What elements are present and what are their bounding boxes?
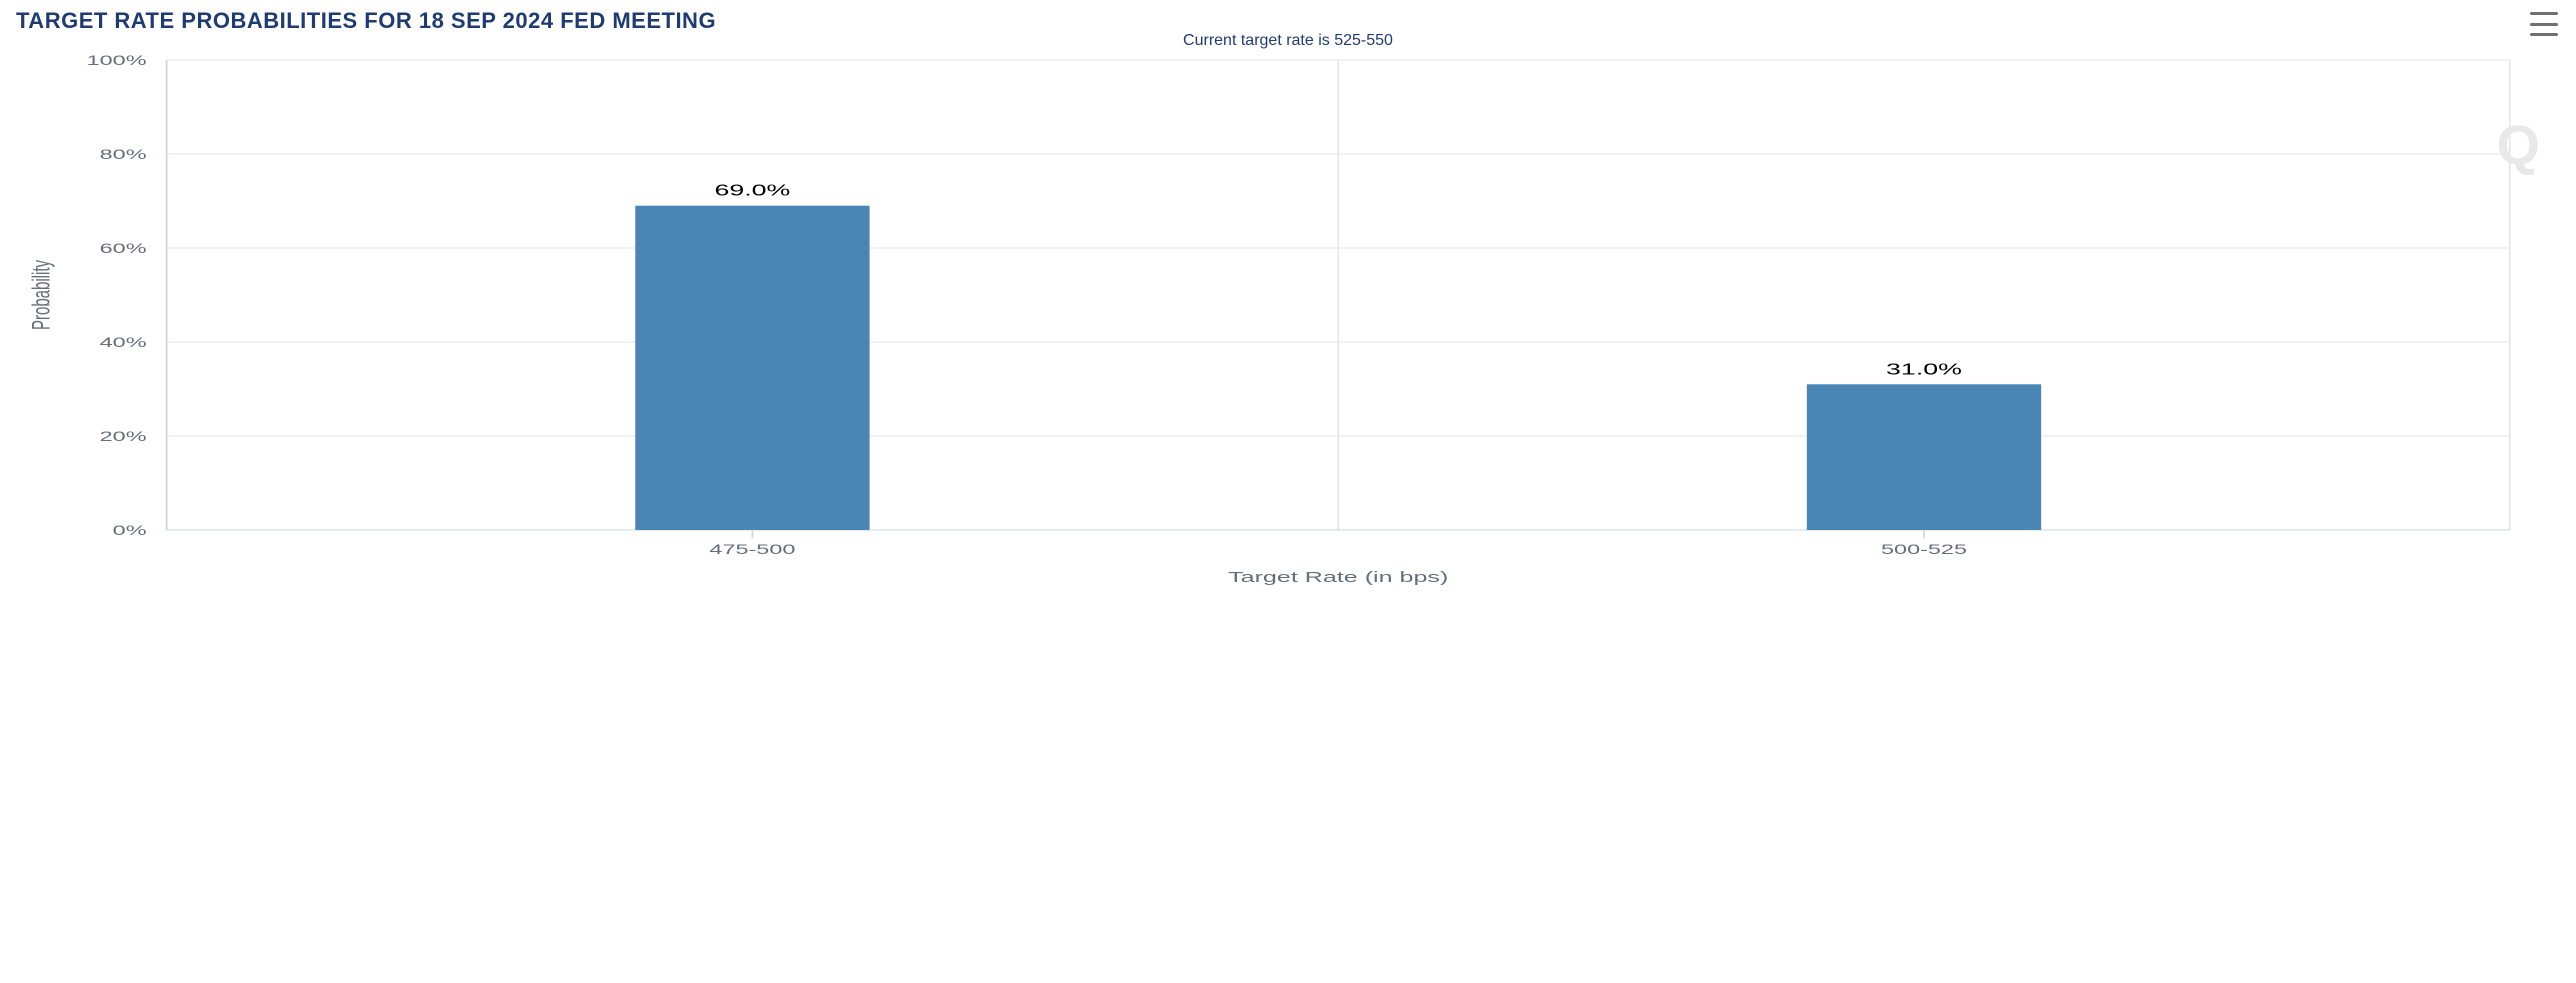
y-tick-label: 0% [113,523,147,538]
x-axis-title: Target Rate (in bps) [1228,569,1448,586]
y-tick-label: 20% [100,429,147,444]
hamburger-menu-icon[interactable] [2530,12,2558,36]
y-axis-title: Probability [28,260,56,330]
menu-bar [2530,12,2558,15]
chart-plot-area: 0% 20% 40% 60% 80% 100% 69.0% 475-500 31.0% 500-5… [16,50,2560,590]
bar[interactable] [1807,384,2041,530]
chart-svg: 0% 20% 40% 60% 80% 100% 69.0% 475-500 31.0% 500-5… [16,50,2560,590]
bar-value-label: 69.0% [714,181,790,199]
y-tick-label: 80% [100,147,147,162]
bar-value-label: 31.0% [1886,360,1962,378]
chart-subtitle: Current target rate is 525-550 [16,32,2560,50]
x-tick-label: 475-500 [709,542,795,557]
menu-bar [2530,33,2558,36]
y-tick-label: 40% [100,335,147,350]
y-tick-label: 60% [100,241,147,256]
chart-title: TARGET RATE PROBABILITIES FOR 18 SEP 202… [16,8,716,34]
bar[interactable] [635,206,869,530]
menu-bar [2530,23,2558,26]
x-tick-label: 500-525 [1881,542,1967,557]
y-tick-label: 100% [87,53,147,68]
chart-container: TARGET RATE PROBABILITIES FOR 18 SEP 202… [0,0,2576,590]
